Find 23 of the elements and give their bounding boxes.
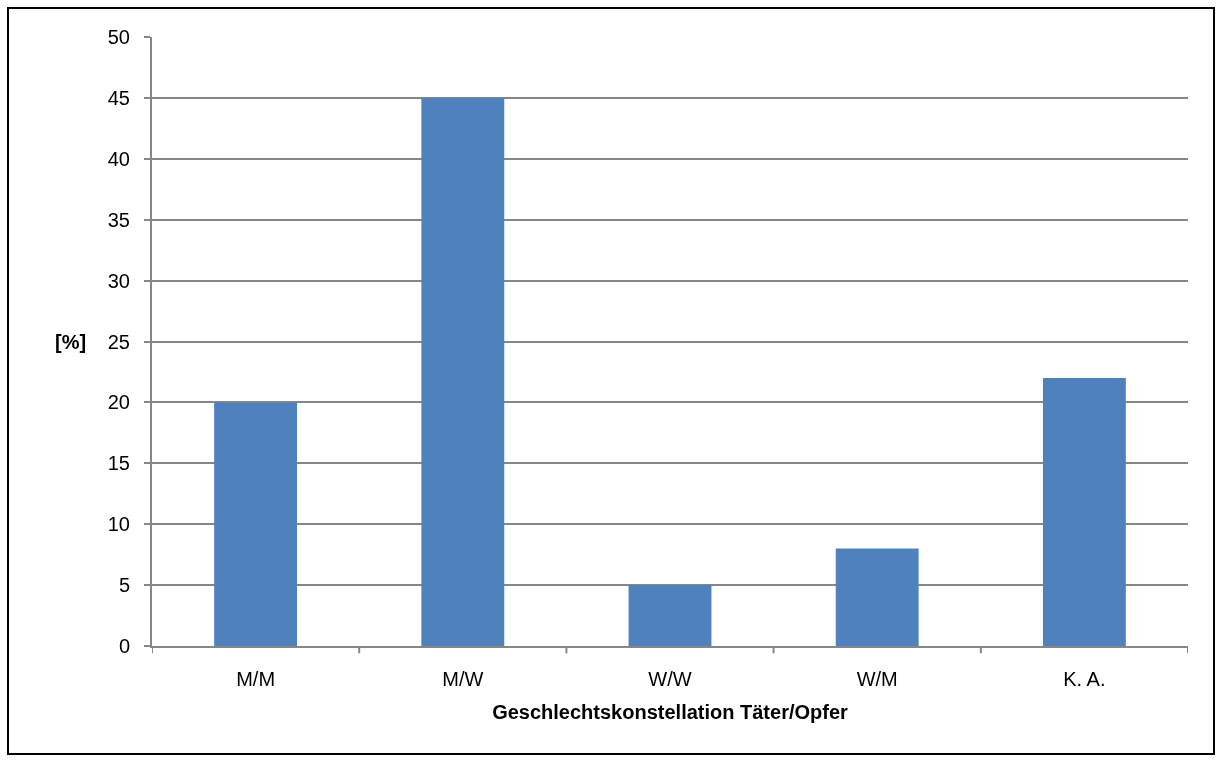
x-axis-title: Geschlechtskonstellation Täter/Opfer <box>492 701 849 723</box>
x-tick-label: K. A. <box>1063 668 1106 690</box>
y-tick-label: 20 <box>107 391 130 414</box>
bar <box>1042 378 1126 646</box>
y-tick-label: 30 <box>107 269 130 292</box>
y-tick-label: 0 <box>118 635 130 657</box>
y-tick-label: 5 <box>118 574 130 597</box>
x-tick-label: W/M <box>856 668 898 690</box>
x-tick-label: W/W <box>648 668 692 690</box>
bar <box>628 585 712 646</box>
y-axis-title: [%] <box>55 331 87 353</box>
x-tick-label: M/M <box>236 668 276 690</box>
bar <box>421 97 505 646</box>
y-tick-label: 15 <box>107 452 130 475</box>
bar <box>214 402 298 646</box>
y-tick-label: 25 <box>107 330 130 353</box>
y-tick-label: 50 <box>107 26 130 48</box>
x-tick-label: M/W <box>442 668 484 690</box>
y-tick-label: 45 <box>107 86 130 109</box>
bar <box>835 548 919 646</box>
y-tick-label: 10 <box>107 513 130 536</box>
y-tick-label: 35 <box>107 208 130 231</box>
y-tick-label: 40 <box>107 147 130 170</box>
